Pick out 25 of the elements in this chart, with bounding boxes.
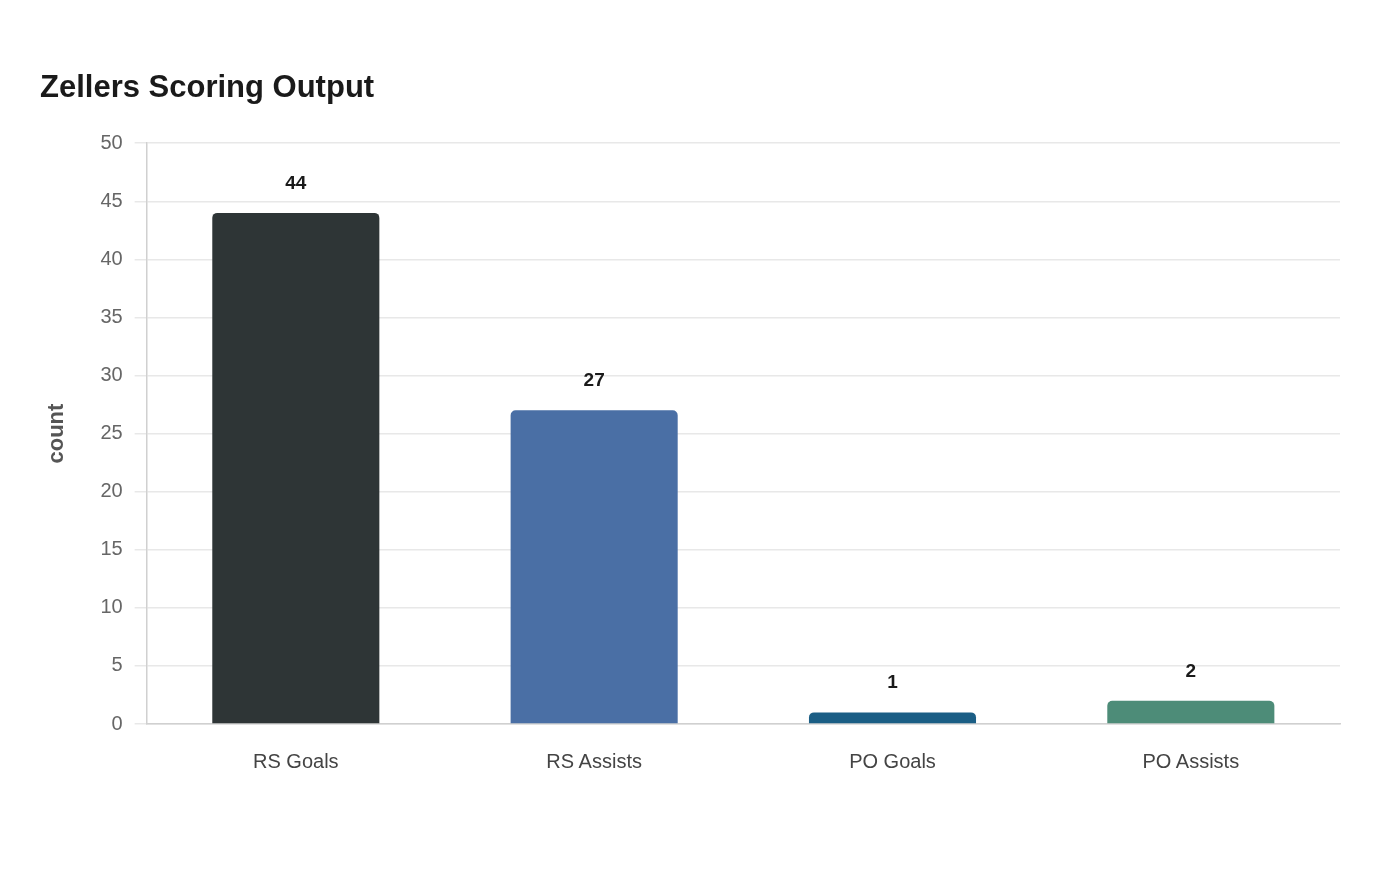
bar (808, 712, 977, 724)
data-label: 44 (285, 171, 307, 193)
y-axis-title: count (43, 402, 69, 464)
x-tick-label: PO Goals (849, 749, 936, 772)
y-tick-label: 40 (100, 246, 123, 269)
y-tick-label: 0 (111, 711, 123, 734)
y-tick-label: 30 (100, 363, 123, 386)
chart-title: Zellers Scoring Output (40, 69, 375, 105)
x-tick-label: RS Assists (546, 749, 642, 772)
y-tick-label: 5 (111, 653, 123, 676)
x-tick-label: PO Assists (1142, 749, 1240, 772)
y-tick-label: 15 (100, 537, 123, 560)
y-tick-label: 35 (100, 304, 123, 327)
y-tick-label: 10 (100, 595, 123, 618)
bar (1107, 700, 1275, 724)
y-tick-label: 25 (100, 421, 123, 444)
x-tick-label: RS Goals (253, 749, 339, 772)
y-tick-label: 20 (100, 479, 123, 502)
bar (212, 212, 380, 724)
y-tick-label: 50 (100, 130, 123, 153)
data-label: 27 (583, 369, 605, 391)
data-label: 1 (887, 671, 899, 693)
data-label: 2 (1185, 659, 1197, 681)
y-tick-label: 45 (100, 188, 123, 211)
bar (510, 410, 678, 724)
